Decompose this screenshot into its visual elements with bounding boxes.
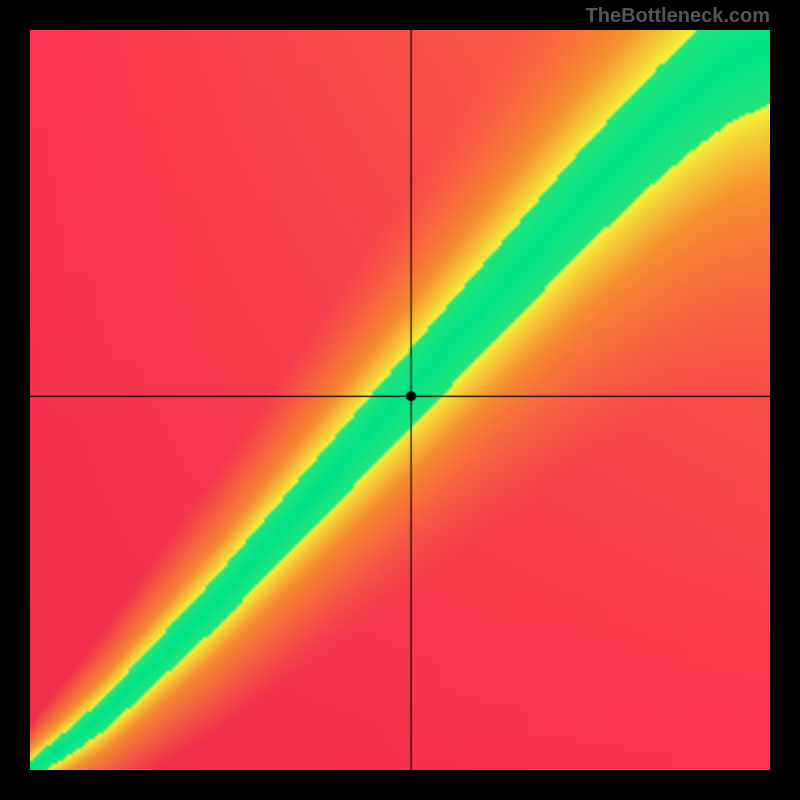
bottleneck-heatmap (30, 30, 770, 770)
heatmap-canvas (30, 30, 770, 770)
watermark-text: TheBottleneck.com (586, 5, 770, 28)
